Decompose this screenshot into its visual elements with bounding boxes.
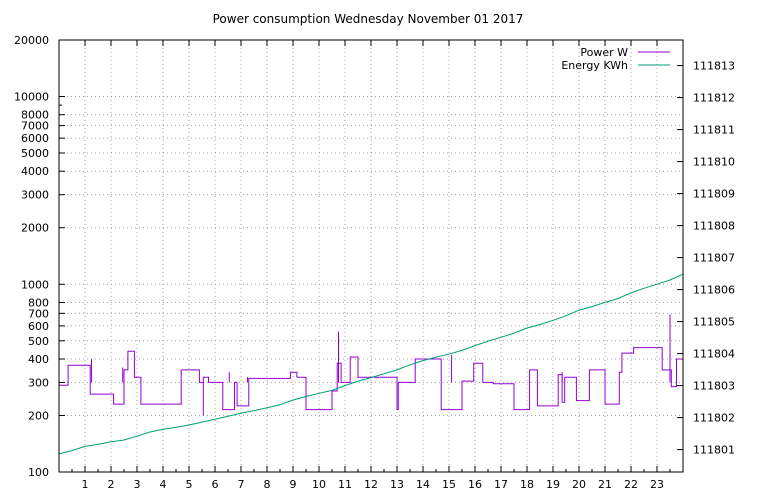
- y-tick-label: 100: [28, 466, 49, 479]
- y-tick-label: 200: [28, 409, 49, 422]
- legend-label: Energy KWh: [561, 59, 628, 72]
- x-tick-label: 2: [108, 478, 115, 491]
- y-tick-label: 6000: [21, 132, 49, 145]
- y-tick-label: 8000: [21, 109, 49, 122]
- x-tick-label: 7: [238, 478, 245, 491]
- energy-series-line: [58, 273, 684, 455]
- x-tick-label: 4: [160, 478, 167, 491]
- x-tick-label: 17: [494, 478, 508, 491]
- x-tick-label: 3: [134, 478, 141, 491]
- series-lines: [58, 273, 684, 455]
- x-tick-label: 16: [468, 478, 482, 491]
- y2-tick-label: 111801: [693, 444, 735, 457]
- y2-tick-label: 111808: [693, 220, 735, 233]
- x-tick-label: 11: [338, 478, 352, 491]
- y2-tick-label: 111812: [693, 92, 735, 105]
- y-tick-label: 2000: [21, 222, 49, 235]
- y-tick-label: 400: [28, 353, 49, 366]
- y2-tick-label: 111804: [693, 348, 735, 361]
- y-tick-label: 700: [28, 307, 49, 320]
- y-tick-label: 20000: [14, 34, 49, 47]
- y2-tick-label: 111810: [693, 156, 735, 169]
- x-tick-label: 15: [442, 478, 456, 491]
- x-tick-label: 19: [546, 478, 560, 491]
- y2-tick-label: 111809: [693, 188, 735, 201]
- y-tick-label: 4000: [21, 165, 49, 178]
- y-tick-label: 600: [28, 320, 49, 333]
- x-axis-ticks: 1 2 3 4 5 6 7 8 9 10 11 12 13 14 15 16 17 18 19 20 21 22 23: [71, 40, 671, 491]
- y2-tick-label: 111807: [693, 252, 735, 265]
- legend-label: Power W: [580, 46, 628, 59]
- y-tick-label: 10000: [14, 91, 49, 104]
- power-series-line: [59, 340, 684, 411]
- x-tick-label: 10: [312, 478, 326, 491]
- x-tick-label: 9: [290, 478, 297, 491]
- x-tick-label: 20: [572, 478, 586, 491]
- x-tick-label: 12: [364, 478, 378, 491]
- x-tick-label: 1: [82, 478, 89, 491]
- y-tick-label: 500: [28, 335, 49, 348]
- y-tick-label: 300: [28, 376, 49, 389]
- y-tick-label: 1000: [21, 278, 49, 291]
- x-tick-label: 23: [650, 478, 664, 491]
- y-tick-label: 800: [28, 296, 49, 309]
- x-tick-label: 14: [416, 478, 430, 491]
- y2-tick-label: 111802: [693, 412, 735, 425]
- x-tick-label: 22: [624, 478, 638, 491]
- y2-tick-label: 111805: [693, 316, 735, 329]
- y-tick-label: 5000: [21, 147, 49, 160]
- x-tick-label: 21: [598, 478, 612, 491]
- x-tick-label: 13: [390, 478, 404, 491]
- plot-frame: [58, 39, 684, 473]
- y2-tick-label: 111813: [693, 60, 735, 73]
- y2-tick-label: 111806: [693, 284, 735, 297]
- y-tick-label: 7000: [21, 120, 49, 133]
- x-tick-label: 8: [264, 478, 271, 491]
- x-tick-label: 6: [212, 478, 219, 491]
- y-tick-label: 3000: [21, 189, 49, 202]
- y2-axis-ticks: 111801 111802 111803 111804 111805 111806 1118…: [677, 60, 735, 457]
- y2-tick-label: 111803: [693, 380, 735, 393]
- chart-title: Power consumption Wednesday November 01 …: [213, 12, 524, 26]
- y2-tick-label: 111811: [693, 124, 735, 137]
- grid-lines: [59, 40, 683, 472]
- x-tick-label: 18: [520, 478, 534, 491]
- x-tick-label: 5: [186, 478, 193, 491]
